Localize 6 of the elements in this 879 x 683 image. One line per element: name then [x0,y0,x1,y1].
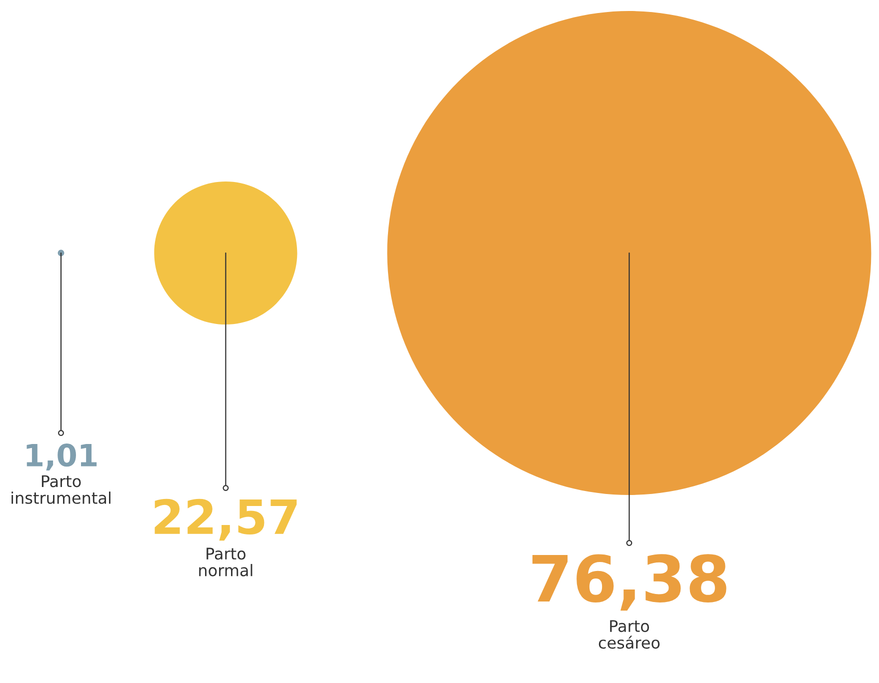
data-label: 1,01 [26,444,97,471]
category-label: Parto normal [199,548,252,576]
category-label: Parto instrumental [12,475,110,504]
data-label: 76,38 [532,554,726,611]
data-label: 22,57 [154,498,297,541]
category-label: Parto cesáreo [598,620,660,649]
